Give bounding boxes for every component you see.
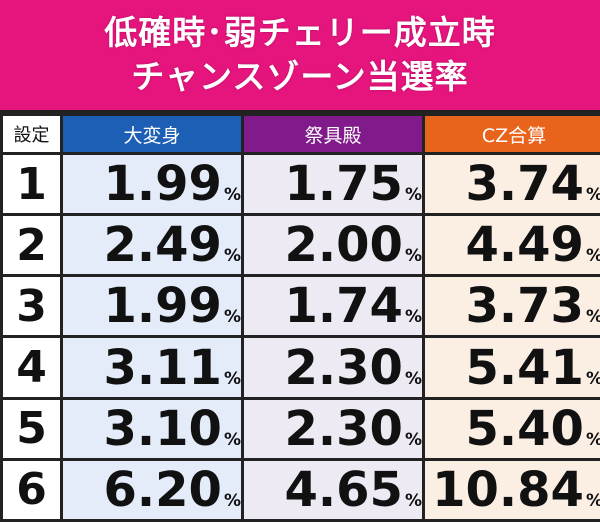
rate-cell-saiguden: 2.00% bbox=[244, 216, 422, 275]
rate-value: 1.99 bbox=[103, 278, 222, 335]
percent-sign: % bbox=[586, 491, 600, 511]
percent-sign: % bbox=[586, 185, 600, 205]
setting-label: 3 bbox=[3, 277, 60, 336]
rate-value: 5.40 bbox=[465, 400, 584, 457]
percent-sign: % bbox=[586, 307, 600, 327]
rate-cell-daihenshin: 6.20% bbox=[63, 460, 241, 519]
rate-value: 2.00 bbox=[284, 217, 403, 274]
percent-sign: % bbox=[223, 246, 241, 267]
setting-label: 6 bbox=[3, 460, 60, 519]
rate-value: 2.30 bbox=[284, 400, 403, 457]
table-row: 22.49%2.00%4.49% bbox=[3, 216, 600, 275]
rate-value: 1.99 bbox=[103, 156, 222, 213]
percent-sign: % bbox=[223, 490, 241, 511]
table-row: 66.20%4.65%10.84% bbox=[3, 460, 600, 519]
rate-value: 3.11 bbox=[103, 339, 222, 396]
title-banner: 低確時･弱チェリー成立時 チャンスゾーン当選率 bbox=[0, 0, 600, 113]
rate-value: 3.74 bbox=[465, 156, 584, 213]
percent-sign: % bbox=[404, 307, 422, 328]
rate-cell-saiguden: 1.75% bbox=[244, 155, 422, 214]
percent-sign: % bbox=[223, 429, 241, 450]
rate-cell-cz-total: 5.41% bbox=[425, 338, 600, 397]
percent-sign: % bbox=[404, 246, 422, 267]
rate-value: 1.74 bbox=[284, 278, 403, 335]
setting-label: 2 bbox=[3, 216, 60, 275]
rate-value: 5.41 bbox=[465, 339, 584, 396]
percent-sign: % bbox=[223, 307, 241, 328]
percent-sign: % bbox=[404, 368, 422, 389]
title-line-2: チャンスゾーン当選率 bbox=[131, 57, 469, 96]
setting-label: 5 bbox=[3, 399, 60, 458]
rate-cell-cz-total: 10.84% bbox=[425, 460, 600, 519]
rate-cell-daihenshin: 1.99% bbox=[63, 155, 241, 214]
setting-label: 4 bbox=[3, 338, 60, 397]
rate-cell-daihenshin: 1.99% bbox=[63, 277, 241, 336]
rate-cell-saiguden: 4.65% bbox=[244, 460, 422, 519]
rate-value: 3.73 bbox=[465, 278, 584, 335]
table-row: 43.11%2.30%5.41% bbox=[3, 338, 600, 397]
header-daihenshin: 大変身 bbox=[63, 116, 241, 152]
header-saiguden: 祭具殿 bbox=[244, 116, 422, 152]
header-row: 設定 大変身 祭具殿 CZ合算 bbox=[3, 116, 600, 152]
percent-sign: % bbox=[404, 490, 422, 511]
percent-sign: % bbox=[404, 185, 422, 206]
rate-value: 3.10 bbox=[103, 400, 222, 457]
header-setting: 設定 bbox=[3, 116, 60, 152]
percent-sign: % bbox=[223, 368, 241, 389]
table-row: 11.99%1.75%3.74% bbox=[3, 155, 600, 214]
percent-sign: % bbox=[586, 246, 600, 266]
table-row: 53.10%2.30%5.40% bbox=[3, 399, 600, 458]
percent-sign: % bbox=[586, 430, 600, 450]
rate-value: 2.49 bbox=[103, 217, 222, 274]
rate-cell-saiguden: 2.30% bbox=[244, 338, 422, 397]
table-row: 31.99%1.74%3.73% bbox=[3, 277, 600, 336]
rate-cell-cz-total: 3.73% bbox=[425, 277, 600, 336]
rate-cell-cz-total: 5.40% bbox=[425, 399, 600, 458]
header-cz-total: CZ合算 bbox=[425, 116, 600, 152]
rate-value: 4.49 bbox=[465, 217, 584, 274]
rate-value: 10.84 bbox=[432, 461, 584, 518]
rate-cell-saiguden: 2.30% bbox=[244, 399, 422, 458]
rate-cell-daihenshin: 3.10% bbox=[63, 399, 241, 458]
percent-sign: % bbox=[404, 429, 422, 450]
rate-value: 2.30 bbox=[284, 339, 403, 396]
rate-value: 4.65 bbox=[284, 461, 403, 518]
percent-sign: % bbox=[586, 369, 600, 389]
rate-cell-saiguden: 1.74% bbox=[244, 277, 422, 336]
rate-value: 6.20 bbox=[103, 461, 222, 518]
title-line-1: 低確時･弱チェリー成立時 bbox=[104, 13, 496, 52]
rate-cell-daihenshin: 2.49% bbox=[63, 216, 241, 275]
rate-cell-daihenshin: 3.11% bbox=[63, 338, 241, 397]
rate-table: 設定 大変身 祭具殿 CZ合算 11.99%1.75%3.74%22.49%2.… bbox=[0, 113, 600, 522]
setting-label: 1 bbox=[3, 155, 60, 214]
rate-cell-cz-total: 4.49% bbox=[425, 216, 600, 275]
percent-sign: % bbox=[223, 185, 241, 206]
rate-cell-cz-total: 3.74% bbox=[425, 155, 600, 214]
rate-value: 1.75 bbox=[284, 156, 403, 213]
